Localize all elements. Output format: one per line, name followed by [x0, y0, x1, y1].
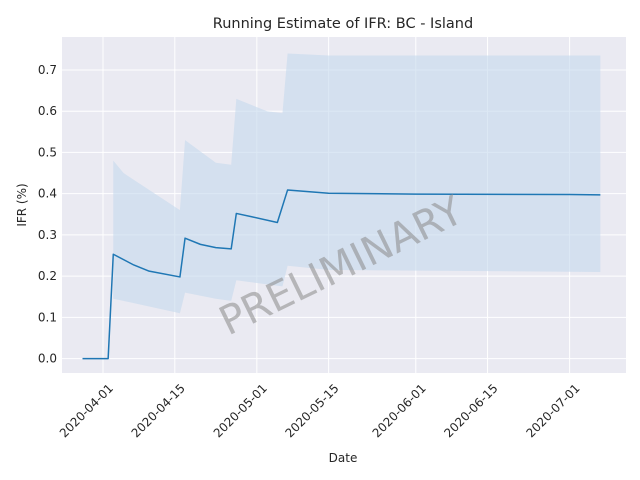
ifr-line	[82, 189, 601, 360]
y-tick-label: 0.2	[38, 269, 57, 283]
y-tick-label: 0.1	[38, 310, 57, 324]
y-tick-label: 0.0	[38, 352, 57, 366]
y-tick-label: 0.3	[38, 228, 57, 242]
x-tick-label: 2020-05-01	[211, 381, 270, 440]
x-tick-label: 2020-06-01	[370, 381, 429, 440]
x-tick-label: 2020-07-01	[523, 381, 582, 440]
y-tick-label: 0.6	[38, 104, 57, 118]
y-tick-label: 0.7	[38, 63, 57, 77]
x-tick-label: 2020-05-15	[282, 381, 341, 440]
y-tick-label: 0.5	[38, 145, 57, 159]
x-tick-label: 2020-04-15	[129, 381, 188, 440]
x-tick-label: 2020-04-01	[57, 381, 116, 440]
chart-title: Running Estimate of IFR: BC - Island	[213, 16, 473, 32]
y-axis-title: IFR (%)	[15, 183, 29, 226]
y-tick-label: 0.4	[38, 187, 57, 201]
x-tick-label: 2020-06-15	[441, 381, 500, 440]
confidence-band	[113, 53, 601, 314]
x-axis-title: Date	[329, 451, 358, 465]
